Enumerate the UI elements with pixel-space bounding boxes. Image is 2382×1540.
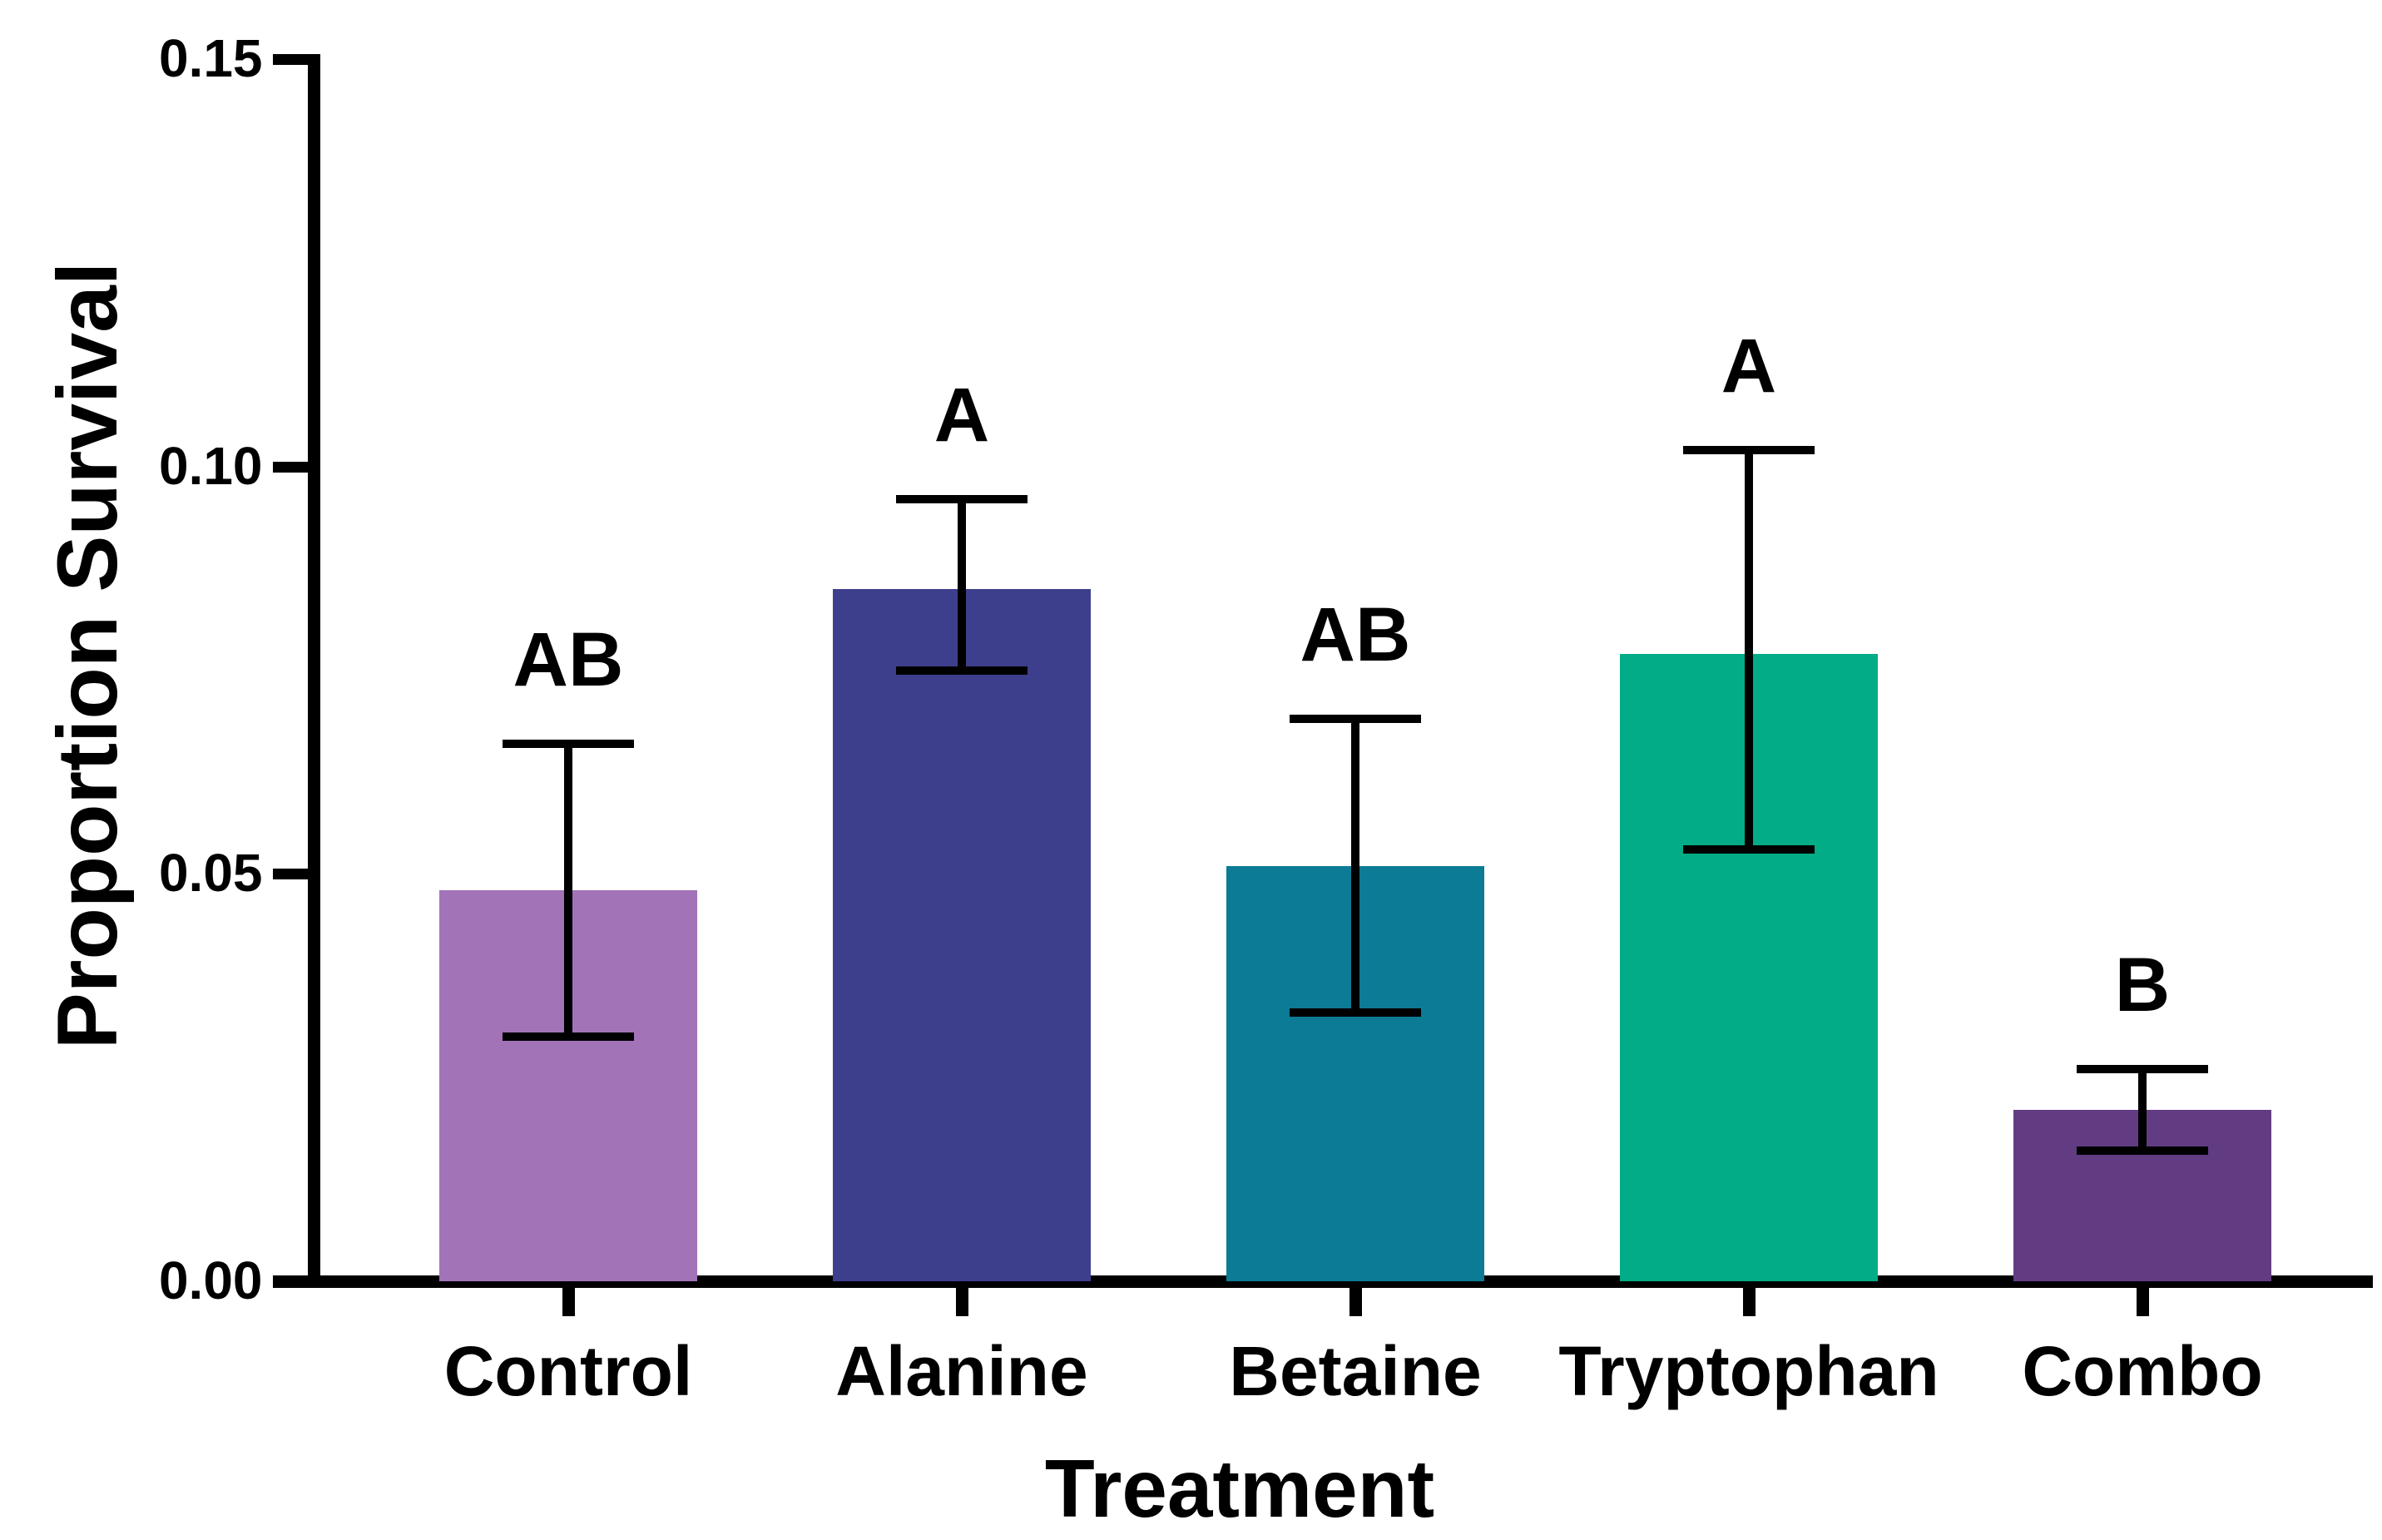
error-bar-cap-top bbox=[896, 495, 1028, 504]
error-bar-line bbox=[2138, 1069, 2147, 1151]
x-tick-label: Alanine bbox=[835, 1332, 1088, 1410]
x-tick-mark bbox=[2136, 1287, 2149, 1316]
significance-letter: A bbox=[1721, 324, 1777, 409]
x-tick-mark bbox=[955, 1287, 968, 1316]
error-bar-line bbox=[1745, 450, 1753, 850]
y-tick-label: 0.05 bbox=[158, 843, 263, 904]
x-tick-label: Control bbox=[443, 1332, 693, 1410]
error-bar-cap-top bbox=[1683, 446, 1815, 455]
y-tick-label: 0.10 bbox=[158, 435, 263, 496]
x-axis-title: Treatment bbox=[1044, 1443, 1435, 1534]
y-tick-mark bbox=[272, 461, 313, 473]
error-bar-cap-bottom bbox=[1290, 1008, 1421, 1017]
error-bar-cap-top bbox=[2077, 1065, 2208, 1074]
error-bar-line bbox=[564, 743, 572, 1037]
y-tick-mark bbox=[272, 869, 313, 879]
y-axis-line bbox=[307, 54, 320, 1288]
error-bar-cap-bottom bbox=[896, 666, 1028, 675]
x-tick-label: Betaine bbox=[1229, 1332, 1482, 1410]
significance-letter: AB bbox=[1300, 592, 1411, 678]
error-bar-cap-bottom bbox=[503, 1032, 634, 1042]
x-tick-mark bbox=[1349, 1287, 1362, 1316]
significance-letter: AB bbox=[513, 616, 624, 702]
y-tick-label: 0.15 bbox=[158, 28, 263, 89]
error-bar-line bbox=[1351, 719, 1359, 1013]
error-bar-cap-top bbox=[1290, 715, 1421, 724]
x-tick-label: Tryptophan bbox=[1558, 1332, 1939, 1410]
y-tick-mark bbox=[272, 54, 313, 65]
x-tick-mark bbox=[1742, 1287, 1756, 1316]
bar-alanine bbox=[833, 588, 1091, 1281]
error-bar-line bbox=[958, 499, 966, 671]
error-bar-cap-bottom bbox=[1683, 845, 1815, 854]
error-bar-cap-bottom bbox=[2077, 1146, 2208, 1156]
x-tick-mark bbox=[562, 1287, 575, 1316]
x-tick-label: Combo bbox=[2022, 1332, 2263, 1410]
significance-letter: A bbox=[933, 373, 990, 458]
y-tick-label: 0.00 bbox=[158, 1250, 263, 1310]
error-bar-cap-top bbox=[503, 739, 634, 748]
significance-letter: B bbox=[2114, 943, 2171, 1028]
